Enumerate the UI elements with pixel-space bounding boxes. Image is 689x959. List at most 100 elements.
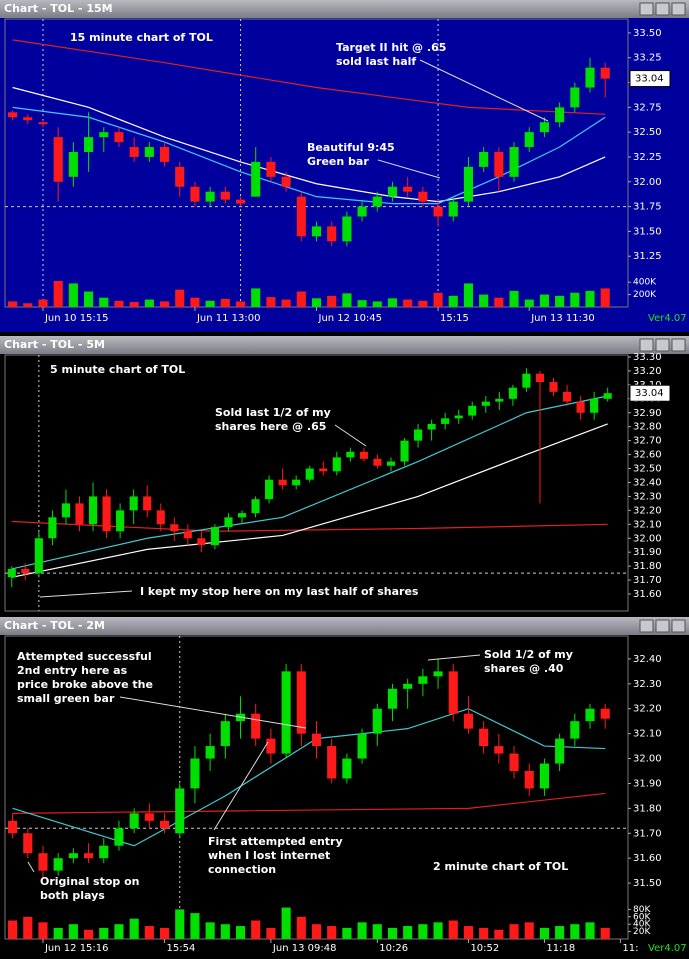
window-button[interactable] xyxy=(639,2,654,16)
volume-bar xyxy=(357,922,367,939)
candle-body xyxy=(357,733,367,759)
volume-bar xyxy=(403,926,413,939)
candle-body xyxy=(48,517,57,539)
candle-body xyxy=(441,418,450,424)
volume-bar xyxy=(509,290,519,307)
candle-body xyxy=(433,206,443,217)
candle-body xyxy=(327,226,337,242)
candle-body xyxy=(535,373,545,383)
window-button[interactable] xyxy=(639,619,654,633)
candle-body xyxy=(84,137,94,152)
candle-body xyxy=(403,683,413,689)
candle-body xyxy=(61,503,71,518)
volume-bar xyxy=(114,300,124,307)
candle-body xyxy=(509,147,519,177)
x-tick-label: Jun 12 10:45 xyxy=(318,313,383,324)
candle-body xyxy=(357,206,367,217)
candle-body xyxy=(53,137,63,182)
volume-bar xyxy=(235,301,246,307)
window-button[interactable] xyxy=(671,338,686,352)
volume-tick-label: 60K xyxy=(633,912,651,922)
candle-body xyxy=(386,461,396,466)
volume-bar xyxy=(8,920,18,939)
volume-bar xyxy=(23,303,33,307)
candle-body xyxy=(156,510,165,525)
volume-bar xyxy=(479,927,489,939)
volume-bar xyxy=(220,298,230,307)
candle-body xyxy=(296,196,306,237)
candle-body xyxy=(38,853,48,871)
annotation: shares here @ .65 xyxy=(215,420,326,433)
y-tick-label: 31.50 xyxy=(633,226,662,237)
candle-body xyxy=(175,166,185,187)
candle-body xyxy=(266,161,276,177)
candle-body xyxy=(224,517,233,528)
volume-bar xyxy=(509,924,519,939)
volume-bar xyxy=(433,922,443,939)
last-price-label: 33.04 xyxy=(635,74,664,85)
title-bar xyxy=(0,617,689,635)
title-bar xyxy=(0,0,689,18)
window-button[interactable] xyxy=(655,338,670,352)
candle-body xyxy=(75,503,84,525)
candle-body xyxy=(481,401,490,406)
volume-bar xyxy=(570,924,580,939)
window-button[interactable] xyxy=(671,2,686,16)
volume-bar xyxy=(448,295,458,307)
y-tick-label: 32.30 xyxy=(633,679,662,690)
candle-body xyxy=(8,820,18,834)
volume-bar xyxy=(403,299,413,307)
volume-bar xyxy=(23,916,33,939)
annotation-arrow xyxy=(119,696,307,729)
volume-bar xyxy=(448,920,458,939)
candle-body xyxy=(311,226,322,237)
candle-body xyxy=(7,568,16,578)
candle-body xyxy=(129,147,139,157)
volume-bar xyxy=(433,292,443,307)
candle-body xyxy=(522,373,531,388)
x-tick-label: 15:54 xyxy=(167,943,196,954)
candle-body xyxy=(400,440,409,462)
annotation: 2 minute chart of TOL xyxy=(433,860,568,873)
candle-body xyxy=(590,398,599,413)
volume-bar xyxy=(266,297,276,307)
volume-bar xyxy=(418,924,428,939)
candle-body xyxy=(266,738,276,754)
volume-bar xyxy=(99,297,109,307)
y-tick-label: 33.20 xyxy=(633,366,662,377)
volume-bar xyxy=(205,922,215,939)
window-button[interactable] xyxy=(655,619,670,633)
annotation: Target II hit @ .65 xyxy=(336,41,446,54)
annotation-arrow xyxy=(427,654,481,661)
candle-body xyxy=(311,733,322,747)
candle-body xyxy=(346,451,355,458)
candle-body xyxy=(494,746,504,754)
candle-body xyxy=(102,496,111,532)
y-tick-label: 32.40 xyxy=(633,654,662,665)
window-button[interactable] xyxy=(671,619,686,633)
volume-bar xyxy=(190,913,200,939)
candle-body xyxy=(251,713,261,739)
candle-body xyxy=(576,401,585,413)
volume-bar xyxy=(463,283,474,307)
volume-bar xyxy=(53,280,63,307)
volume-bar xyxy=(220,924,230,939)
volume-bar xyxy=(205,300,215,307)
window-button[interactable] xyxy=(639,338,654,352)
candle-body xyxy=(539,763,549,789)
volume-bar xyxy=(372,301,382,307)
candle-body xyxy=(281,671,291,754)
volume-bar xyxy=(296,916,306,939)
window-button[interactable] xyxy=(655,2,670,16)
candle-body xyxy=(508,387,517,399)
y-tick-label: 32.60 xyxy=(633,450,662,461)
title-bar xyxy=(0,336,689,354)
candle-body xyxy=(278,479,287,486)
candle-body xyxy=(34,538,43,574)
candle-body xyxy=(23,833,33,854)
candle-body xyxy=(463,166,474,202)
candle-body xyxy=(88,496,98,525)
volume-bar xyxy=(570,292,580,307)
